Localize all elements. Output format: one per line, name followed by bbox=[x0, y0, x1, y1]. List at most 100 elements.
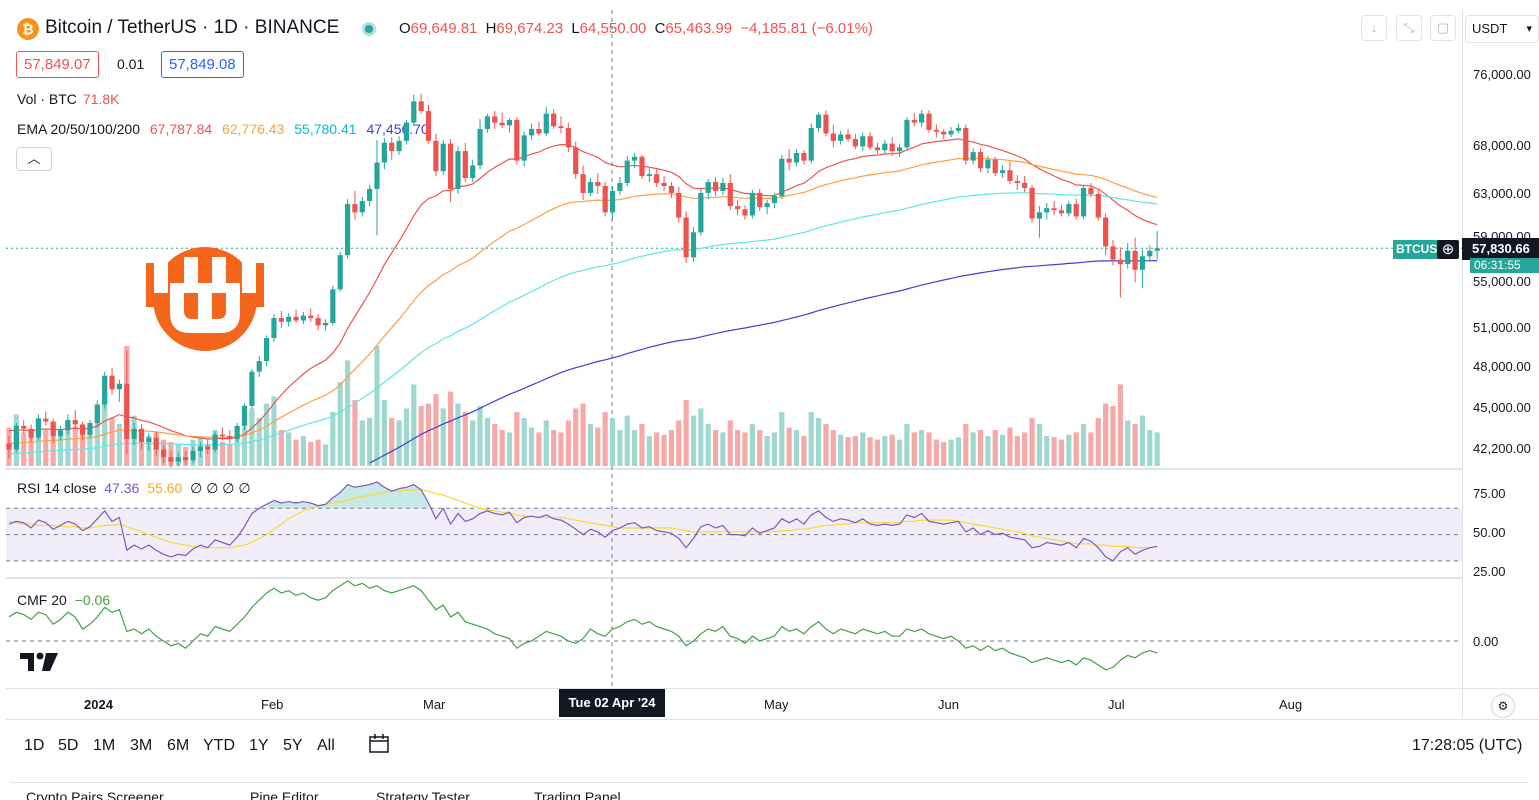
buy-button[interactable]: 57,849.08 bbox=[161, 51, 244, 78]
candle-body bbox=[646, 174, 652, 177]
price-tick: 63,000.00 bbox=[1473, 186, 1531, 201]
rsi-pane-divider[interactable] bbox=[6, 468, 1462, 470]
currency-select[interactable]: USDT ▾ bbox=[1465, 15, 1539, 43]
volume-bar bbox=[926, 432, 932, 466]
time-tick: Mar bbox=[423, 697, 446, 712]
range-6m-button[interactable]: 6M bbox=[167, 737, 190, 754]
tab-pine-editor[interactable]: Pine Editor bbox=[250, 789, 319, 800]
volume-bar bbox=[1029, 418, 1035, 466]
bottom-panel-tabs: Crypto Pairs Screener Pine Editor Strate… bbox=[10, 782, 1529, 800]
volume-bar bbox=[852, 436, 858, 466]
time-tick: May bbox=[764, 697, 789, 712]
candle-body bbox=[661, 182, 667, 186]
candle-body bbox=[565, 128, 571, 148]
volume-bar bbox=[205, 444, 211, 466]
candle-body bbox=[720, 182, 726, 191]
volume-bar bbox=[889, 434, 895, 466]
maximize-pane-button[interactable]: ▢ bbox=[1430, 15, 1456, 41]
volume-bar bbox=[1007, 427, 1013, 466]
volume-bar bbox=[985, 436, 991, 466]
candle-body bbox=[1125, 250, 1131, 265]
range-1y-button[interactable]: 1Y bbox=[249, 737, 269, 754]
collapse-legend-button[interactable]: ︿ bbox=[16, 147, 52, 171]
volume-bar bbox=[455, 403, 461, 466]
candle-body bbox=[153, 437, 159, 450]
volume-bar bbox=[896, 439, 903, 466]
candle-body bbox=[241, 405, 248, 426]
cmf-pane-divider[interactable] bbox=[6, 577, 1462, 579]
range-1d-button[interactable]: 1D bbox=[24, 737, 45, 754]
range-all-button[interactable]: All bbox=[317, 737, 335, 754]
symbol-title[interactable]: Bitcoin / TetherUS · 1D · BINANCE bbox=[45, 17, 340, 38]
cmf-legend[interactable]: CMF 20 −0.06 bbox=[17, 592, 111, 608]
volume-bar bbox=[241, 426, 248, 466]
volume-bar bbox=[1073, 432, 1079, 466]
candle-body bbox=[183, 457, 189, 461]
candle-body bbox=[425, 111, 432, 141]
volume-legend[interactable]: Vol · BTC 71.8K bbox=[17, 91, 120, 107]
candle-body bbox=[823, 114, 829, 134]
volume-bar bbox=[595, 427, 601, 466]
candle-body bbox=[1044, 208, 1050, 213]
countdown-label: 06:31:55 bbox=[1470, 258, 1539, 273]
volume-bar bbox=[720, 432, 726, 466]
range-3m-button[interactable]: 3M bbox=[130, 737, 153, 754]
collapse-panel-button[interactable]: ︿ bbox=[1500, 789, 1514, 800]
ema-legend[interactable]: EMA 20/50/100/200 67,787.84 62,776.43 55… bbox=[17, 121, 429, 137]
volume-bar bbox=[249, 408, 255, 466]
volume-bar bbox=[801, 436, 807, 466]
rsi-legend[interactable]: RSI 14 close 47.36 55.60 ∅ ∅ ∅ ∅ bbox=[17, 480, 251, 496]
candle-body bbox=[374, 162, 380, 189]
volume-bar bbox=[35, 418, 42, 466]
candle-body bbox=[234, 425, 240, 440]
spread-value: 0.01 bbox=[117, 56, 145, 72]
candle-body bbox=[786, 158, 792, 163]
candle-body bbox=[838, 134, 844, 141]
range-5d-button[interactable]: 5D bbox=[58, 737, 79, 754]
price-chart[interactable] bbox=[0, 0, 1462, 690]
volume-bar bbox=[403, 408, 410, 466]
collapse-pane-button[interactable]: ⤡ bbox=[1396, 15, 1422, 41]
candle-body bbox=[867, 136, 873, 148]
chevron-up-icon: ︿ bbox=[1500, 791, 1514, 800]
utc-clock[interactable]: 17:28:05 (UTC) bbox=[1412, 737, 1523, 754]
price-tick: 68,000.00 bbox=[1473, 138, 1531, 153]
volume-bar bbox=[712, 430, 719, 466]
candle-body bbox=[1132, 250, 1138, 270]
volume-bar bbox=[808, 412, 814, 466]
candle-body bbox=[852, 139, 858, 147]
candle-body bbox=[293, 316, 299, 321]
volume-bar bbox=[425, 403, 432, 466]
candle-body bbox=[249, 371, 255, 406]
volume-bar bbox=[860, 432, 866, 466]
tab-trading-panel[interactable]: Trading Panel bbox=[534, 789, 621, 800]
candle-body bbox=[845, 134, 851, 140]
settings-gear-button[interactable]: ⚙ bbox=[1491, 694, 1515, 718]
last-price-label: 57,830.66 bbox=[1462, 238, 1539, 260]
volume-bar bbox=[779, 412, 785, 466]
volume-bar bbox=[970, 432, 976, 466]
date-range-button[interactable] bbox=[368, 733, 392, 755]
move-down-button[interactable]: ↓ bbox=[1361, 15, 1387, 41]
add-alert-button[interactable]: ⊕ bbox=[1437, 240, 1459, 259]
candle-body bbox=[411, 101, 417, 123]
volume-bar bbox=[278, 430, 284, 466]
range-5y-button[interactable]: 5Y bbox=[283, 737, 303, 754]
candle-body bbox=[816, 114, 822, 129]
candle-body bbox=[595, 181, 601, 186]
candle-body bbox=[698, 192, 704, 233]
range-1m-button[interactable]: 1M bbox=[93, 737, 116, 754]
sell-button[interactable]: 57,849.07 bbox=[16, 51, 99, 78]
candle-body bbox=[757, 192, 763, 208]
crosshair-date-label: Tue 02 Apr '24 bbox=[559, 689, 665, 717]
tab-strategy-tester[interactable]: Strategy Tester bbox=[376, 789, 470, 800]
range-ytd-button[interactable]: YTD bbox=[203, 737, 235, 754]
volume-bar bbox=[955, 437, 962, 466]
volume-bar bbox=[639, 424, 645, 466]
candle-body bbox=[955, 128, 962, 131]
candle-body bbox=[50, 421, 56, 437]
candle-body bbox=[970, 152, 976, 161]
volume-bar bbox=[654, 432, 660, 466]
tab-crypto-screener[interactable]: Crypto Pairs Screener bbox=[26, 789, 164, 800]
